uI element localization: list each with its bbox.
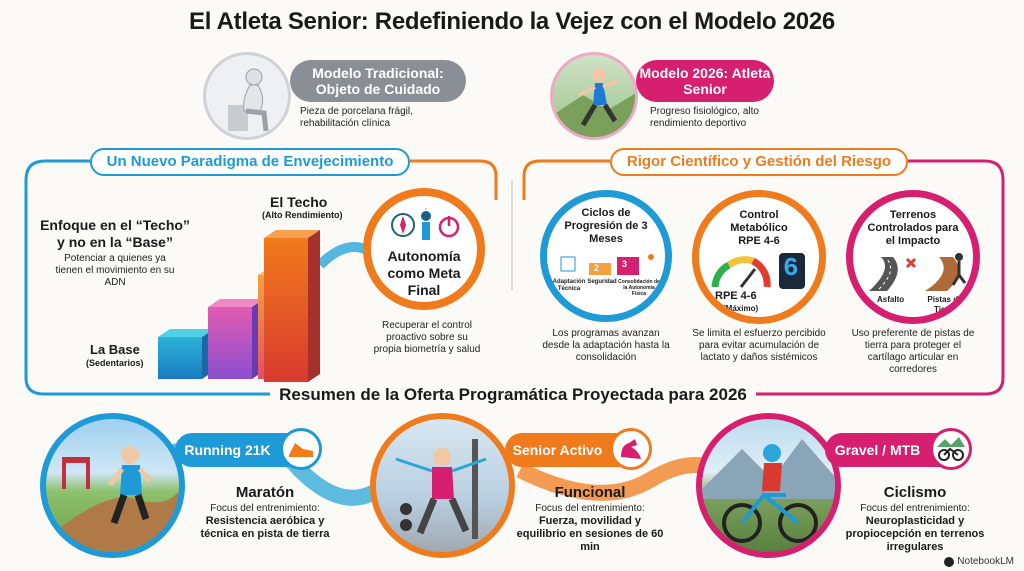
running-shoe-icon <box>280 428 322 470</box>
cycles-title: Ciclos de Progresión de 3 Meses <box>564 207 648 246</box>
traditional-model-badge: Modelo Tradicional: Objeto de Cuidado <box>290 60 466 102</box>
program-focus-functional: Fuerza, movilidad y equilibrio en sesion… <box>516 515 664 554</box>
tallest-bar <box>264 230 320 382</box>
program-focus-label-running: Focus del entrenimiento: <box>210 503 320 514</box>
rpe-gauge-label: RPE 4-6 <box>715 290 757 302</box>
program-focus-cycling: Neuroplasticidad y propiocepción en terr… <box>845 515 985 554</box>
cycling-image <box>696 413 841 558</box>
notebooklm-watermark: NotebookLM <box>944 556 1014 567</box>
model-2026-desc: Progreso fisiológico, alto rendimiento d… <box>650 106 759 129</box>
functional-image <box>370 413 515 558</box>
cycles-step-2: Seguridad <box>587 279 617 285</box>
risk-header: Rigor Científico y Gestión del Riesgo <box>610 148 908 176</box>
cycles-step-1: Adaptación Técnica <box>552 279 586 293</box>
model-2026-image <box>550 52 638 140</box>
running-image <box>40 413 185 558</box>
traditional-model-image <box>203 52 291 140</box>
control-title: Control Metabólico RPE 4-6 <box>730 209 788 248</box>
program-focus-label-cycling: Focus del entrenimiento: <box>860 503 970 514</box>
base-sublabel: (Sedentarios) <box>86 358 144 368</box>
terrain-circle: Terrenos Controlados para el Impacto Asf… <box>846 190 980 324</box>
traditional-model-desc: Pieza de porcelana frágil, rehabilitació… <box>300 106 413 129</box>
terrain-title: Terrenos Controlados para el Impacto <box>867 209 959 248</box>
cycles-circle: Ciclos de Progresión de 3 Meses 2 3 Adap… <box>540 190 672 322</box>
techo-sublabel: (Alto Rendimiento) <box>262 210 343 220</box>
page-title: El Atleta Senior: Redefiniendo la Vejez … <box>189 8 835 35</box>
notebooklm-logo-icon <box>944 556 955 567</box>
autonomy-desc: Recuperar el control proactivo sobre su … <box>373 320 481 355</box>
paradigm-header: Un Nuevo Paradigma de Envejecimiento <box>90 148 410 176</box>
terrain-asphalt-label: Asfalto <box>877 295 905 304</box>
model-2026-badge: Modelo 2026: Atleta Senior <box>636 60 774 102</box>
control-desc: Se limita el esfuerzo percibido para evi… <box>692 328 826 363</box>
cycles-step-3-number: 3 <box>622 259 628 269</box>
summary-header: Resumen de la Oferta Programática Proyec… <box>270 385 756 406</box>
cycles-step-3: Consolidación de la Autonomía Física <box>618 279 660 297</box>
program-name-cycling: Ciclismo <box>883 484 947 501</box>
focus-desc: Potenciar a quienes ya tienen el movimie… <box>55 253 175 288</box>
cycles-steps-graphic <box>560 254 654 275</box>
program-focus-label-functional: Focus del entrenimiento: <box>535 503 645 514</box>
program-name-functional: Funcional <box>554 484 626 501</box>
focus-title: Enfoque en el “Techo” y no en la “Base” <box>40 217 190 250</box>
techo-label: El Techo <box>270 194 328 210</box>
base-label: La Base <box>90 342 140 357</box>
cycles-desc: Los programas avanzan desde la adaptació… <box>542 328 670 363</box>
cycles-step-2-number: 2 <box>594 263 600 273</box>
terrain-desc: Uso preferente de pistas de tierra para … <box>851 328 975 375</box>
rpe-display-digit: 6 <box>783 253 799 283</box>
autonomy-label: Autonomía como Meta Final <box>387 248 461 298</box>
terrain-graphic <box>869 253 967 291</box>
bicycle-icon <box>930 428 972 470</box>
program-name-running: Maratón <box>235 484 295 501</box>
autonomy-circle: Autonomía como Meta Final <box>363 188 485 310</box>
rpe-gauge-sub: (Máximo) <box>723 304 759 313</box>
rpe-gauge <box>711 253 805 289</box>
control-circle: Control Metabólico RPE 4-6 6 RPE 4-6 (Má… <box>692 190 826 324</box>
terrain-dirt-label: Pistas de Tierra <box>927 295 963 314</box>
flexed-arm-icon <box>610 428 652 470</box>
program-focus-running: Resistencia aeróbica y técnica en pista … <box>200 515 330 541</box>
